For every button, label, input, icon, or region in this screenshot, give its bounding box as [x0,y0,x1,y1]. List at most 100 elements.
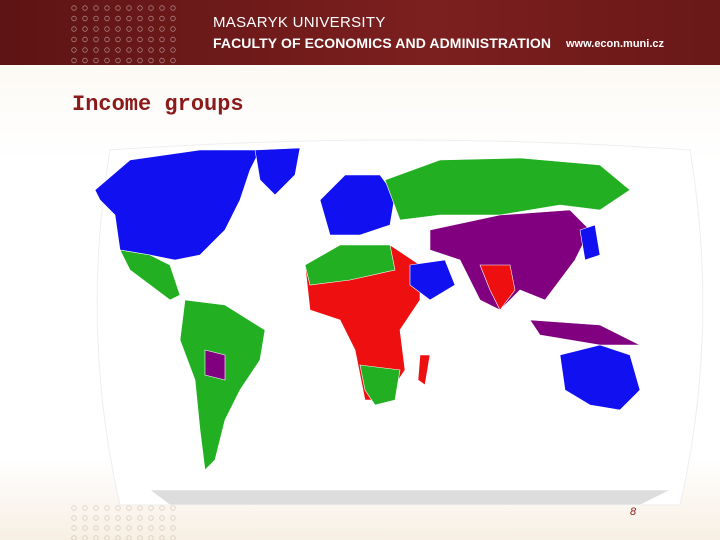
pattern-dot [137,15,143,22]
pattern-dot [148,505,154,511]
pattern-dot [137,68,143,74]
pattern-dot [93,26,99,32]
pattern-dot [115,505,121,511]
pattern-dot [170,68,176,74]
pattern-dot [93,15,99,22]
pattern-dot [93,5,99,11]
pattern-dot [115,47,121,53]
pattern-dot [137,535,143,540]
pattern-dot [82,525,88,531]
pattern-dot [148,57,154,64]
university-name: MASARYK UNIVERSITY [213,14,386,31]
arabia [409,259,456,301]
pattern-dot [137,26,143,32]
pattern-dot [170,505,176,511]
pattern-dot [126,47,132,53]
pattern-dot [148,15,154,22]
bolivia [204,349,226,381]
pattern-dot [148,535,154,540]
pattern-dot [148,5,154,11]
header-band [0,0,720,65]
pattern-dot [104,47,110,53]
pattern-dot [115,515,121,521]
pattern-dot [137,515,143,521]
page-number: 8 [630,506,637,518]
pattern-dot [82,505,88,511]
pattern-dot [159,505,165,511]
pattern-dot [82,57,88,64]
pattern-dot [148,515,154,521]
pattern-dot [159,515,165,521]
pattern-dot [71,47,77,53]
pattern-dot [93,505,99,511]
pattern-dot [71,26,77,32]
slide-title: Income groups [72,92,244,117]
asia [429,209,591,311]
pattern-dot [126,15,132,22]
antarctica [149,489,671,506]
pattern-dot [93,57,99,64]
pattern-dot [148,47,154,53]
faculty-name: FACULTY OF ECONOMICS AND ADMINISTRATION [213,35,552,51]
pattern-dot [71,68,77,74]
pattern-dot [93,535,99,540]
pattern-dot [126,5,132,11]
pattern-dot [148,525,154,531]
pattern-dot [82,68,88,74]
pattern-dot [115,57,121,64]
pattern-dot [126,525,132,531]
pattern-dot [159,15,165,22]
greenland [254,147,301,196]
pattern-dot [159,36,165,43]
pattern-dot [170,57,176,64]
pattern-dot [93,525,99,531]
pattern-dot [115,535,121,540]
north-america [94,149,261,261]
pattern-dot [104,535,110,540]
pattern-dot [104,68,110,74]
russia [384,157,631,221]
pattern-dot [137,5,143,11]
pattern-dot [71,36,77,43]
pattern-dot [115,15,121,22]
pattern-dot [104,15,110,22]
pattern-dot [159,5,165,11]
pattern-dot [148,26,154,32]
pattern-dot [71,57,77,64]
pattern-dot [115,5,121,11]
pattern-dot [159,47,165,53]
pattern-dot [159,26,165,32]
pattern-dot [170,47,176,53]
pattern-dot [93,515,99,521]
pattern-dot [115,525,121,531]
europe [319,174,396,236]
pattern-dot [148,36,154,43]
pattern-dot [137,36,143,43]
pattern-dot [71,505,77,511]
pattern-dot [159,535,165,540]
pattern-dot [104,505,110,511]
pattern-dot [93,36,99,43]
pattern-dot [126,57,132,64]
central-america [119,249,181,301]
pattern-dot [93,47,99,53]
pattern-dot [104,36,110,43]
south-asia [479,264,516,311]
pattern-dot [104,515,110,521]
pattern-dot [115,26,121,32]
pattern-dot [104,57,110,64]
north-africa [304,244,396,286]
japan [579,224,601,261]
pattern-dot [126,68,132,74]
pattern-dot [104,26,110,32]
pattern-dot [82,15,88,22]
pattern-dot [126,36,132,43]
pattern-dot [170,15,176,22]
pattern-dot [71,5,77,11]
pattern-dot [126,26,132,32]
pattern-dot [71,15,77,22]
pattern-dot [137,525,143,531]
